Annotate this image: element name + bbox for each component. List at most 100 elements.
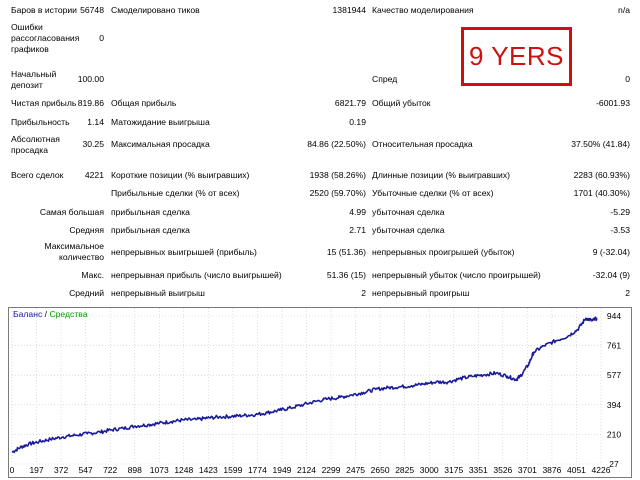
largest-win-value: 4.99 [349,207,366,217]
balance-chart: 0 197 372 547 722 898 1073 1248 1423 1599 1774 1949… [8,307,632,478]
x-tick-label: 4226 [592,465,611,475]
x-tick-label: 3876 [542,465,561,475]
maxdd-value: 84.86 (22.50%) [307,139,366,149]
x-tick-label: 197 [29,465,43,475]
y-tick-label: 761 [607,341,621,351]
legend-equity: Средства [49,309,88,319]
max-label: Макс. [81,270,104,280]
x-tick-label: 2124 [297,465,316,475]
largest-loss-value: -5.29 [610,207,630,217]
losses-label: Убыточные сделки (% от всех) [372,188,494,198]
x-tick-label: 2299 [322,465,341,475]
x-tick-label: 1599 [223,465,242,475]
avg-cons-label: Средний [69,288,104,298]
spread-value: 0 [625,74,630,84]
maxloss-value: -32.04 (9) [592,270,630,280]
avg-win-value: 2.71 [349,225,366,235]
deposit-value: 100.00 [77,74,104,84]
avg-cons-wins-value: 2 [361,288,366,298]
expected-payoff-value: 0.19 [349,117,366,127]
wins-value: 2520 (59.70%) [309,188,366,198]
y-tick-label: 577 [607,370,621,380]
maxcons-wins-label: непрерывных выигрышей (прибыль) [111,247,257,257]
errors-value: 0 [99,33,104,43]
maxcons-losses-label: непрерывных проигрышей (убыток) [372,247,515,257]
short-label: Короткие позиции (% выигравших) [111,170,250,180]
maxdd-label: Максимальная просадка [111,139,210,149]
balance-line [11,316,598,454]
x-tick-label: 372 [54,465,68,475]
legend-separator: / [42,309,50,319]
x-tick-label: 1073 [150,465,169,475]
x-tick-label: 2475 [346,465,365,475]
maxprofit-value: 51.36 (15) [326,270,366,280]
y-tick-label: 27 [609,459,619,469]
x-tick-label: 2825 [395,465,414,475]
maxcons-losses-value: 9 (-32.04) [592,247,630,257]
quality-value: n/a [618,5,630,15]
largest-win-label: прибыльная сделка [111,207,190,217]
grossprofit-value: 6821.79 [334,98,366,108]
maxloss-label: непрерывный убыток (число проигрышей) [372,270,541,280]
x-tick-label: 1949 [272,465,291,475]
x-tick-label: 3526 [493,465,512,475]
x-tick-label: 1774 [248,465,267,475]
avg-cons-losses-label: непрерывный проигрыш [372,288,470,298]
avg-cons-losses-value: 2 [625,288,630,298]
legend-balance: Баланс [13,309,43,319]
reldd-label: Относительная просадка [372,139,473,149]
chart-legend: Баланс / Средства [13,309,88,320]
x-tick-label: 898 [128,465,142,475]
bars-label: Баров в истории [11,5,77,15]
ticks-value: 1381944 [332,5,366,15]
y-tick-label: 944 [607,311,621,321]
x-tick-label: 722 [103,465,117,475]
pf-value: 1.14 [87,117,104,127]
long-value: 2283 (60.93%) [573,170,630,180]
largest-loss-label: убыточная сделка [372,207,445,217]
x-tick-label: 3351 [469,465,488,475]
maxcount-label: Максимальное количество [44,241,104,262]
chart-frame [8,307,632,478]
x-tick-label: 3175 [444,465,463,475]
y-tick-label: 210 [607,429,621,439]
x-tick-label: 3000 [420,465,439,475]
x-tick-label: 3701 [518,465,537,475]
long-label: Длинные позиции (% выигравших) [372,170,511,180]
avg-loss-label: убыточная сделка [372,225,445,235]
x-tick-label: 0 [10,465,15,475]
netprofit-value: 819.86 [77,98,104,108]
x-tick-label: 1248 [174,465,193,475]
netprofit-label: Чистая прибыль [11,98,77,108]
errors-label: Ошибки рассогласования графиков [11,22,80,54]
spread-label: Спред [372,74,398,84]
avg-loss-value: -3.53 [610,225,630,235]
grossloss-label: Общий убыток [372,98,431,108]
avg-win-label: прибыльная сделка [111,225,190,235]
years-stamp: 9 YERS [461,27,572,86]
maxprofit-label: непрерывная прибыль (число выигрышей) [111,270,282,280]
maxcons-wins-value: 15 (51.36) [326,247,366,257]
losses-value: 1701 (40.30%) [573,188,630,198]
avg-cons-wins-label: непрерывный выигрыш [111,288,205,298]
y-tick-label: 394 [607,400,621,410]
largest-label: Самая большая [39,207,104,217]
ticks-label: Смоделировано тиков [111,5,200,15]
quality-label: Качество моделирования [372,5,474,15]
x-tick-label: 2650 [371,465,390,475]
absdd-value: 30.25 [82,139,104,149]
x-tick-label: 4051 [567,465,586,475]
wins-label: Прибыльные сделки (% от всех) [111,188,240,198]
short-value: 1938 (58.26%) [309,170,366,180]
reldd-value: 37.50% (41.84) [571,139,630,149]
grossloss-value: -6001.93 [596,98,630,108]
pf-label: Прибыльность [11,117,70,127]
grossprofit-label: Общая прибыль [111,98,177,108]
bars-value: 56748 [80,5,104,15]
total-trades-value: 4221 [84,170,104,180]
absdd-label: Абсолютная просадка [11,134,60,155]
total-trades-label: Всего сделок [11,170,64,180]
average-label: Средняя [69,225,104,235]
deposit-label: Начальный депозит [11,69,57,90]
x-tick-label: 547 [79,465,93,475]
